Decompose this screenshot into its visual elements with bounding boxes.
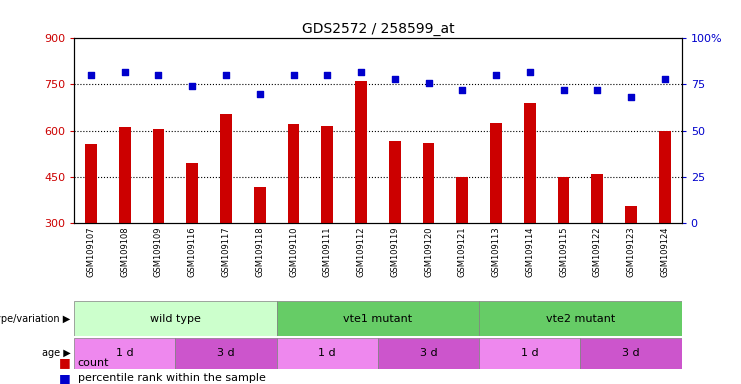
Bar bbox=[254, 187, 266, 223]
Point bbox=[456, 87, 468, 93]
Bar bbox=[456, 177, 468, 223]
Bar bbox=[490, 123, 502, 223]
Text: count: count bbox=[78, 358, 110, 368]
Bar bbox=[422, 143, 434, 223]
Point bbox=[659, 76, 671, 82]
Text: GSM109123: GSM109123 bbox=[627, 227, 636, 277]
Text: GSM109115: GSM109115 bbox=[559, 227, 568, 277]
Point bbox=[524, 68, 536, 74]
Text: GSM109116: GSM109116 bbox=[187, 227, 197, 277]
Text: GSM109111: GSM109111 bbox=[323, 227, 332, 277]
Text: GSM109109: GSM109109 bbox=[154, 227, 163, 277]
Point bbox=[322, 72, 333, 78]
Text: 1 d: 1 d bbox=[116, 348, 133, 358]
Text: GSM109121: GSM109121 bbox=[458, 227, 467, 277]
Bar bbox=[176, 338, 276, 369]
Text: 3 d: 3 d bbox=[217, 348, 235, 358]
Point bbox=[591, 87, 603, 93]
Bar bbox=[276, 338, 378, 369]
Text: GSM109124: GSM109124 bbox=[660, 227, 669, 277]
Bar bbox=[580, 338, 682, 369]
Text: GSM109117: GSM109117 bbox=[222, 227, 230, 277]
Bar bbox=[389, 141, 401, 223]
Point bbox=[625, 94, 637, 101]
Bar bbox=[288, 124, 299, 223]
Point bbox=[288, 72, 299, 78]
Point bbox=[153, 72, 165, 78]
Text: 3 d: 3 d bbox=[622, 348, 640, 358]
Point bbox=[220, 72, 232, 78]
Bar bbox=[355, 81, 367, 223]
Point bbox=[254, 91, 266, 97]
Point bbox=[355, 68, 367, 74]
Text: percentile rank within the sample: percentile rank within the sample bbox=[78, 373, 266, 383]
Text: GSM109110: GSM109110 bbox=[289, 227, 298, 277]
Bar bbox=[659, 131, 671, 223]
Point bbox=[85, 72, 97, 78]
Point bbox=[389, 76, 401, 82]
Text: GSM109108: GSM109108 bbox=[120, 227, 129, 277]
Bar bbox=[153, 129, 165, 223]
Point bbox=[490, 72, 502, 78]
Text: ■: ■ bbox=[59, 372, 71, 384]
Text: GSM109107: GSM109107 bbox=[87, 227, 96, 277]
Bar bbox=[85, 144, 97, 223]
Point bbox=[186, 83, 198, 89]
Bar bbox=[479, 301, 682, 336]
Bar bbox=[558, 177, 570, 223]
Text: vte1 mutant: vte1 mutant bbox=[343, 314, 413, 324]
Bar bbox=[479, 338, 580, 369]
Bar bbox=[524, 103, 536, 223]
Text: age ▶: age ▶ bbox=[41, 348, 70, 358]
Bar bbox=[74, 338, 176, 369]
Text: vte2 mutant: vte2 mutant bbox=[546, 314, 615, 324]
Text: 1 d: 1 d bbox=[521, 348, 539, 358]
Text: ■: ■ bbox=[59, 356, 71, 369]
Text: GSM109114: GSM109114 bbox=[525, 227, 534, 277]
Bar bbox=[276, 301, 479, 336]
Text: GSM109120: GSM109120 bbox=[424, 227, 433, 277]
Point bbox=[119, 68, 130, 74]
Text: wild type: wild type bbox=[150, 314, 201, 324]
Text: 1 d: 1 d bbox=[319, 348, 336, 358]
Text: GSM109112: GSM109112 bbox=[356, 227, 365, 277]
Text: GSM109119: GSM109119 bbox=[391, 227, 399, 277]
Text: genotype/variation ▶: genotype/variation ▶ bbox=[0, 314, 70, 324]
Bar bbox=[119, 127, 130, 223]
Bar bbox=[625, 206, 637, 223]
Bar bbox=[186, 163, 198, 223]
Bar bbox=[220, 114, 232, 223]
Bar bbox=[378, 338, 479, 369]
Point bbox=[422, 79, 434, 86]
Bar bbox=[74, 301, 276, 336]
Bar bbox=[322, 126, 333, 223]
Title: GDS2572 / 258599_at: GDS2572 / 258599_at bbox=[302, 22, 454, 36]
Point bbox=[558, 87, 570, 93]
Text: GSM109118: GSM109118 bbox=[255, 227, 265, 277]
Text: 3 d: 3 d bbox=[419, 348, 437, 358]
Bar bbox=[591, 174, 603, 223]
Text: GSM109113: GSM109113 bbox=[491, 227, 501, 277]
Text: GSM109122: GSM109122 bbox=[593, 227, 602, 277]
